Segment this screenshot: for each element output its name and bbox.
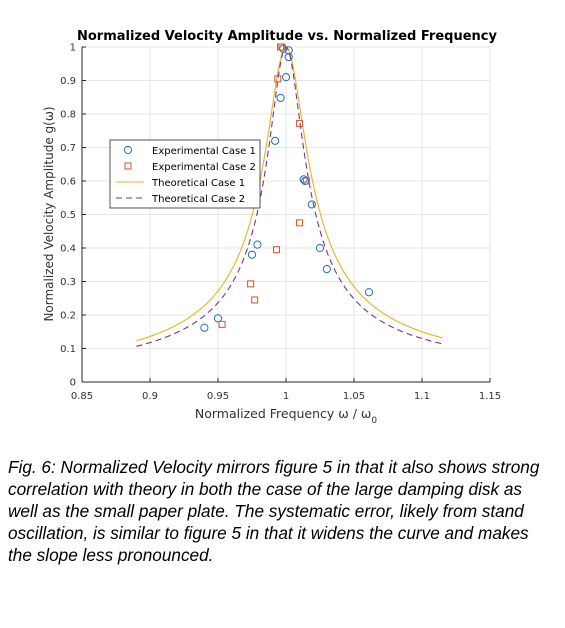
legend-label: Experimental Case 1 <box>152 146 256 157</box>
data-point-case-1 <box>200 323 209 332</box>
y-tick-label: 0.9 <box>60 76 76 87</box>
data-point-case-1 <box>300 176 310 186</box>
y-tick-label: 0.3 <box>60 277 76 288</box>
legend-label: Theoretical Case 1 <box>151 178 245 189</box>
data-point-case-2 <box>302 177 310 185</box>
legend-key-circle <box>123 145 133 155</box>
y-tick-label: 0.8 <box>60 110 76 121</box>
x-tick-labels: 0.85 0.9 0.95 1 1.05 1.1 1.15 <box>71 391 501 402</box>
data-point-case-1 <box>281 73 291 82</box>
data-point-case-2 <box>278 43 286 51</box>
data-point-case-2 <box>247 280 255 288</box>
x-tick-label: 0.95 <box>207 391 229 402</box>
data-point-case-1 <box>213 314 223 323</box>
theoretical-curves <box>136 46 443 347</box>
x-axis-label: Normalized Frequency ω / ω0 <box>195 406 378 426</box>
x-tick-label: 1.15 <box>479 391 501 402</box>
data-point-case-1 <box>364 288 374 297</box>
data-point-case-1 <box>284 52 293 62</box>
data-point-case-1 <box>315 243 325 253</box>
y-tick-label: 0.2 <box>60 311 76 322</box>
theory-line-theoretical-case-1 <box>136 46 443 342</box>
legend-label: Theoretical Case 2 <box>151 194 245 205</box>
y-tick-label: 1 <box>70 43 76 54</box>
experimental-markers <box>200 43 374 332</box>
legend: Experimental Case 1 Experimental Case 2 Th… <box>109 139 261 209</box>
x-tick-label: 0.85 <box>71 391 93 402</box>
legend-box <box>109 139 261 209</box>
data-point-case-2 <box>296 119 304 127</box>
data-point-case-2 <box>218 320 226 328</box>
data-point-case-1 <box>247 250 257 259</box>
y-tick-label: 0.6 <box>60 177 76 188</box>
x-tick-label: 1.05 <box>343 391 365 402</box>
figure-caption: Fig. 6: Normalized Velocity mirrors figu… <box>8 457 540 565</box>
theory-line-theoretical-case-2 <box>136 46 443 347</box>
y-tick-label: 0.1 <box>60 344 76 355</box>
y-tick-labels: 0 0.1 0.2 0.3 0.4 0.5 0.6 0.7 0.8 0.9 1 <box>60 43 76 389</box>
x-tick-label: 1.1 <box>414 391 430 402</box>
legend-label: Experimental Case 2 <box>152 162 256 173</box>
data-point-case-1 <box>253 240 262 249</box>
velocity-amplitude-chart: Normalized Velocity Amplitude vs. Normal… <box>42 29 501 426</box>
y-tick-label: 0.7 <box>60 143 76 154</box>
data-point-case-1 <box>322 265 331 274</box>
data-point-case-2 <box>251 296 259 304</box>
y-tick-label: 0.5 <box>60 210 76 221</box>
data-point-case-1 <box>307 200 316 209</box>
y-tick-label: 0.4 <box>60 244 76 255</box>
data-point-case-2 <box>272 246 280 254</box>
x-tick-label: 0.9 <box>142 391 158 402</box>
y-axis-label: Normalized Velocity Amplitude g(ω) <box>42 106 56 321</box>
chart-title: Normalized Velocity Amplitude vs. Normal… <box>77 29 497 44</box>
y-tick-label: 0 <box>70 378 76 389</box>
data-point-case-2 <box>296 219 304 227</box>
legend-key-square <box>124 162 132 170</box>
axes <box>81 46 491 383</box>
x-tick-label: 1 <box>283 391 289 402</box>
data-point-case-2 <box>274 75 282 83</box>
data-point-case-1 <box>271 136 280 145</box>
data-point-case-1 <box>276 93 285 103</box>
